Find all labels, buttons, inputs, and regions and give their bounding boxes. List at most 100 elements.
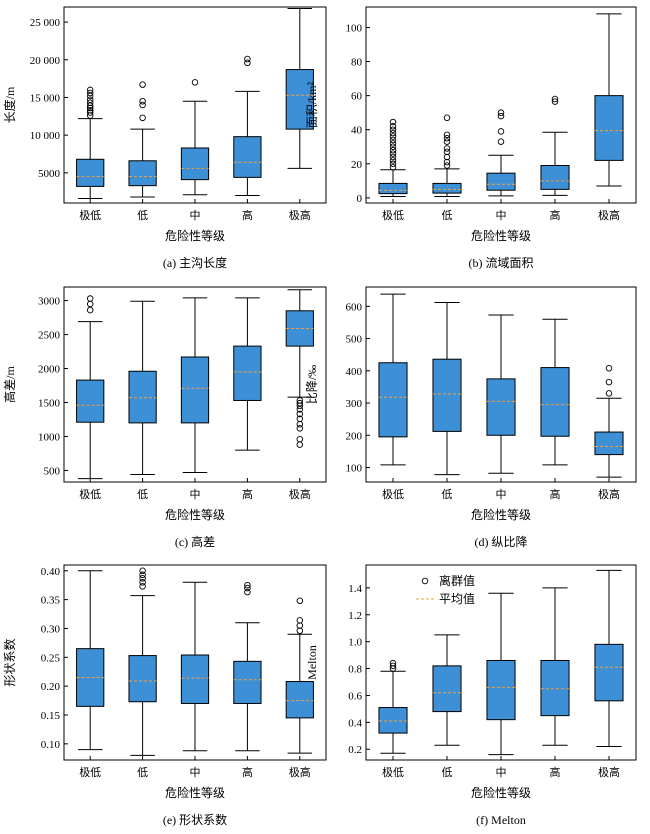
y-tick-label: 600 xyxy=(346,301,363,313)
y-tick-label: 2500 xyxy=(38,330,61,342)
x-tick-label: 极低 xyxy=(79,765,101,779)
outlier-point xyxy=(443,148,451,156)
x-tick-label: 极高 xyxy=(598,208,620,222)
box-极低 xyxy=(378,707,408,734)
y-tick-label: 100 xyxy=(346,22,363,34)
box-极高 xyxy=(594,431,624,456)
outlier-point xyxy=(296,435,304,443)
y-tick-label: 80 xyxy=(351,57,363,69)
outlier-point xyxy=(296,410,304,418)
outlier-point xyxy=(244,584,251,592)
box-极高 xyxy=(285,310,314,347)
outlier-point xyxy=(389,163,397,171)
box-低 xyxy=(128,655,157,703)
x-tick-label: 低 xyxy=(137,488,148,501)
y-tick-label: 60 xyxy=(351,91,363,103)
outlier-point xyxy=(443,153,451,161)
outlier-point xyxy=(389,133,397,140)
box-中 xyxy=(180,356,210,424)
x-tick-label: 高 xyxy=(242,208,253,222)
outlier-point xyxy=(139,114,146,122)
box-低 xyxy=(128,160,157,187)
y-tick-label: 1500 xyxy=(38,398,61,410)
y-tick-label: 0.6 xyxy=(348,690,362,702)
legend-mean-label: 平均值 xyxy=(439,591,475,606)
outlier-point xyxy=(551,98,559,105)
box-高 xyxy=(540,165,570,190)
y-tick-label: 20 000 xyxy=(30,55,61,67)
panel-caption: (b) 流域面积 xyxy=(469,256,534,270)
x-tick-label: 低 xyxy=(442,766,453,779)
x-tick-label: 极低 xyxy=(79,208,101,222)
outlier-point xyxy=(389,153,397,161)
outlier-point xyxy=(244,581,251,589)
chart-panel-4: 100 200 300 400 500 600 极低 低 中 高 极高 比降/‰ 危险性等级 (d) 纵比… xyxy=(305,286,637,549)
outlier-point xyxy=(86,306,94,314)
outlier-point xyxy=(86,295,94,302)
box-中 xyxy=(180,654,210,704)
outlier-point xyxy=(497,109,505,116)
box-高 xyxy=(233,660,262,704)
box-低 xyxy=(432,665,462,713)
y-tick-label: 10 000 xyxy=(30,130,61,142)
x-tick-label: 低 xyxy=(442,209,453,222)
outlier-point xyxy=(86,96,94,103)
y-tick-label: 200 xyxy=(346,430,363,442)
outlier-point xyxy=(139,575,146,582)
outlier-point xyxy=(296,399,304,407)
x-tick-label: 中 xyxy=(190,766,201,779)
outlier-point xyxy=(139,97,146,105)
box-极低 xyxy=(76,379,105,423)
box-中 xyxy=(486,378,516,436)
y-axis-label: 比降/‰ xyxy=(305,365,319,404)
chart-panel-1: 5000 10 000 15 000 20 000 25 000 极低 低 中 高 极高 长度/m 危… xyxy=(2,6,327,270)
x-tick-label: 中 xyxy=(496,488,507,501)
outlier-point xyxy=(443,134,451,142)
box-中 xyxy=(180,147,210,181)
box-高 xyxy=(540,367,570,437)
y-tick-label: 0.8 xyxy=(348,664,362,676)
outlier-point xyxy=(389,146,397,154)
y-tick-label: 15 000 xyxy=(30,92,61,104)
y-axis-label: 面积/km² xyxy=(305,81,319,128)
outlier-point xyxy=(443,114,451,122)
y-tick-label: 1000 xyxy=(38,431,61,443)
y-tick-label: 40 xyxy=(351,125,363,137)
outlier-point xyxy=(389,150,397,157)
y-tick-label: 0.2 xyxy=(348,744,362,756)
x-tick-label: 极高 xyxy=(289,765,311,779)
x-tick-label: 高 xyxy=(242,487,253,501)
x-axis-label: 危险性等级 xyxy=(165,785,225,800)
box-高 xyxy=(233,136,262,178)
outlier-point xyxy=(605,390,613,397)
outlier-point xyxy=(497,128,505,135)
outlier-point xyxy=(605,378,613,386)
box-高 xyxy=(540,659,570,717)
box-极低 xyxy=(76,648,105,707)
x-tick-label: 高 xyxy=(550,765,561,779)
x-tick-label: 极低 xyxy=(79,487,101,501)
box-中 xyxy=(486,659,516,721)
y-tick-label: 100 xyxy=(346,462,363,474)
outlier-point xyxy=(389,157,397,164)
outlier-point xyxy=(443,158,451,166)
outlier-point xyxy=(389,143,397,151)
x-tick-label: 中 xyxy=(190,209,201,222)
outlier-point xyxy=(389,140,397,147)
outlier-point xyxy=(389,118,397,126)
box-极高 xyxy=(285,69,314,130)
y-axis-label: 形状系数 xyxy=(2,638,17,686)
x-tick-label: 极低 xyxy=(382,208,404,222)
outlier-point xyxy=(86,109,94,116)
chart-panel-2: 0 20 40 60 80 100 极低 低 中 高 极高 面积/km² 危险性等级 (b) 流域面积 xyxy=(305,6,637,270)
outlier-point xyxy=(139,579,146,586)
y-tick-label: 2000 xyxy=(38,364,61,376)
x-tick-label: 中 xyxy=(190,488,201,501)
x-tick-label: 低 xyxy=(442,488,453,501)
outlier-point xyxy=(191,79,199,86)
legend-outlier-label: 离群值 xyxy=(439,573,475,588)
y-axis-label: Melton xyxy=(305,645,319,680)
outlier-point xyxy=(443,162,451,169)
y-tick-label: 500 xyxy=(44,465,61,477)
y-tick-label: 1.0 xyxy=(348,637,362,649)
